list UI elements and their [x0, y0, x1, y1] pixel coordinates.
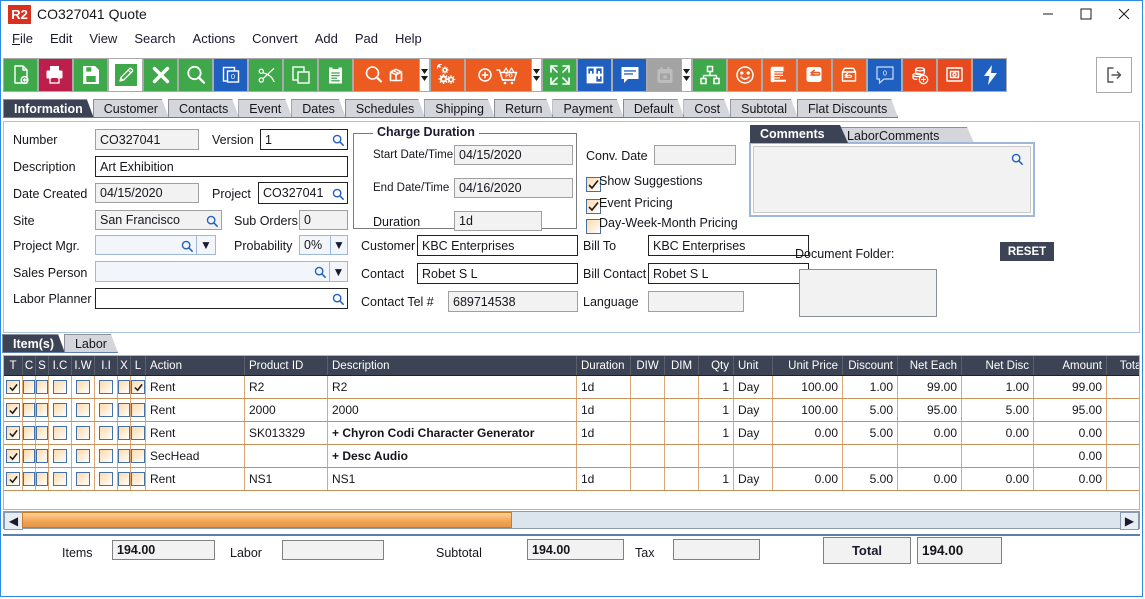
svg-text:PO: PO [505, 74, 512, 80]
svg-text:0: 0 [883, 71, 887, 78]
svg-text:0: 0 [230, 72, 234, 81]
